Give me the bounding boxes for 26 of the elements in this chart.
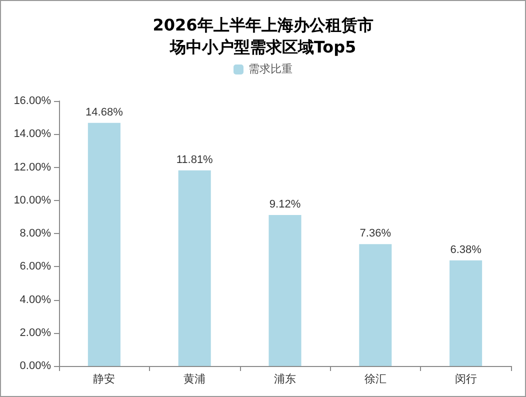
x-tick-label: 黄浦: [184, 372, 206, 386]
data-label: 9.12%: [269, 198, 301, 210]
y-tick-label: 6.00%: [20, 260, 52, 273]
x-tick-label: 徐汇: [364, 374, 386, 386]
bar: [450, 260, 482, 366]
y-tick-label: 16.00%: [14, 95, 52, 107]
y-tick-label: 2.00%: [20, 326, 52, 339]
x-tick-label: 静安: [93, 372, 116, 386]
y-tick-label: 12.00%: [14, 161, 52, 174]
y-tick-label: 0.00%: [20, 360, 52, 372]
y-tick-label: 8.00%: [20, 228, 52, 240]
x-tick-label: 闵行: [454, 374, 477, 386]
bar: [88, 122, 120, 366]
data-label: 14.68%: [86, 106, 124, 118]
legend-label: 需求比重: [248, 62, 292, 76]
y-tick-label: 4.00%: [20, 294, 52, 306]
data-label: 6.38%: [450, 244, 482, 256]
data-label: 11.81%: [176, 154, 214, 166]
x-tick-label: 浦东: [274, 372, 296, 386]
bar: [178, 170, 211, 366]
data-label: 7.36%: [360, 228, 392, 240]
bar: [359, 244, 392, 366]
y-tick-label: 10.00%: [14, 194, 52, 206]
chart-title: 2026年上半年上海办公租赁市场中小户型需求区域Top5: [152, 16, 374, 56]
y-tick-label: 14.00%: [14, 128, 52, 140]
bar: [268, 214, 302, 366]
